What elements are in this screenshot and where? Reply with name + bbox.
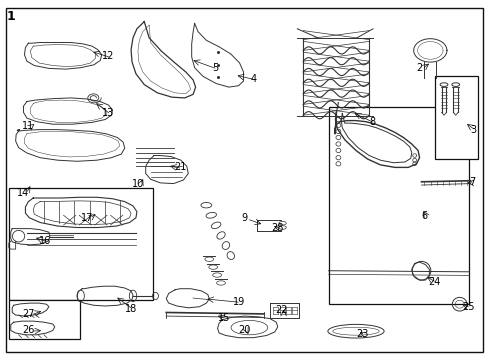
Text: 22: 22 [274, 305, 287, 315]
Text: 27: 27 [22, 309, 35, 319]
Text: 24: 24 [427, 276, 440, 287]
Text: 3: 3 [469, 125, 475, 135]
Text: 8: 8 [369, 117, 375, 127]
Text: 25: 25 [461, 302, 474, 312]
Text: 13: 13 [102, 108, 115, 118]
Bar [434, 76, 477, 159]
Text: 4: 4 [250, 74, 256, 84]
Text: 21: 21 [173, 162, 186, 172]
Text: 28: 28 [271, 222, 284, 233]
Bar [328, 107, 468, 304]
Text: 7: 7 [468, 177, 474, 187]
Text: 20: 20 [238, 325, 250, 336]
Text: 5: 5 [212, 63, 218, 73]
Text: 14: 14 [17, 188, 30, 198]
Text: 16: 16 [39, 236, 51, 246]
Text: 12: 12 [102, 51, 115, 61]
Text: 17: 17 [81, 213, 93, 223]
Text: 26: 26 [22, 325, 35, 336]
Bar [9, 188, 153, 300]
Bar [9, 300, 80, 339]
Text: 18: 18 [124, 304, 137, 314]
Text: 2: 2 [416, 63, 422, 73]
Text: 10: 10 [132, 179, 144, 189]
Text: 6: 6 [421, 211, 427, 221]
Text: 15: 15 [217, 312, 230, 323]
Text: 11: 11 [22, 121, 35, 131]
Text: 9: 9 [241, 213, 247, 223]
Text: 19: 19 [232, 297, 244, 307]
Text: 23: 23 [356, 329, 368, 339]
Text: 1: 1 [6, 10, 15, 23]
